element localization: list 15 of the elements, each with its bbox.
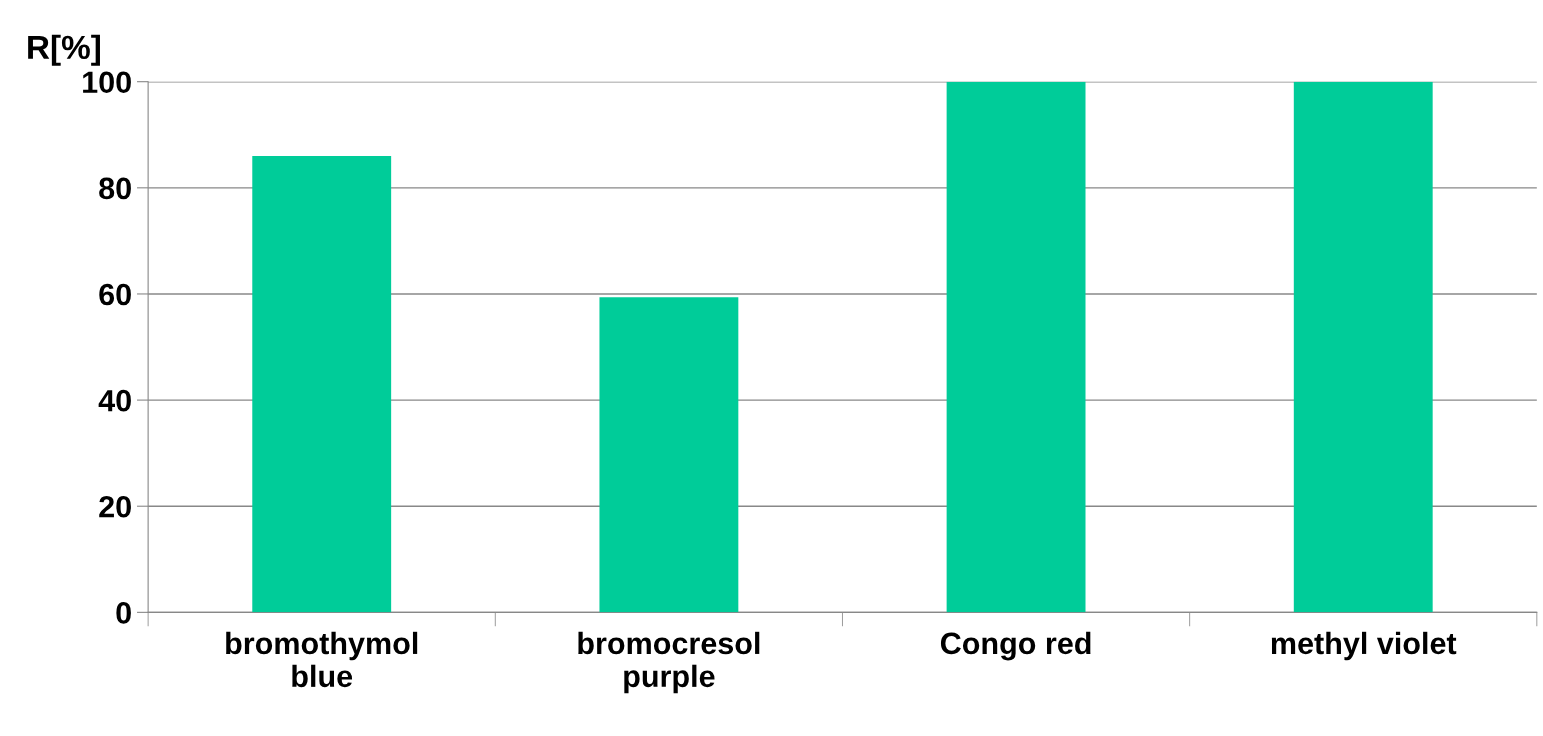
bar [599,297,739,613]
y-tick-label: 40 [98,389,131,412]
y-axis-title: R[%] [28,34,100,66]
bar [1293,81,1433,613]
y-tick-label: 80 [99,177,131,200]
x-tick-label: bromocresol purple [578,631,760,694]
y-tick-label: 20 [99,495,131,518]
y-tick-label: 60 [99,283,131,306]
x-tick-label: Congo red [940,631,1091,661]
y-tick-label: 0 [116,602,131,624]
x-tick-label: bromothymol blue [226,631,418,688]
y-tick-label: 100 [83,71,131,94]
bar [946,81,1086,613]
x-tick-label: methyl violet [1271,631,1457,661]
bar [252,155,392,613]
